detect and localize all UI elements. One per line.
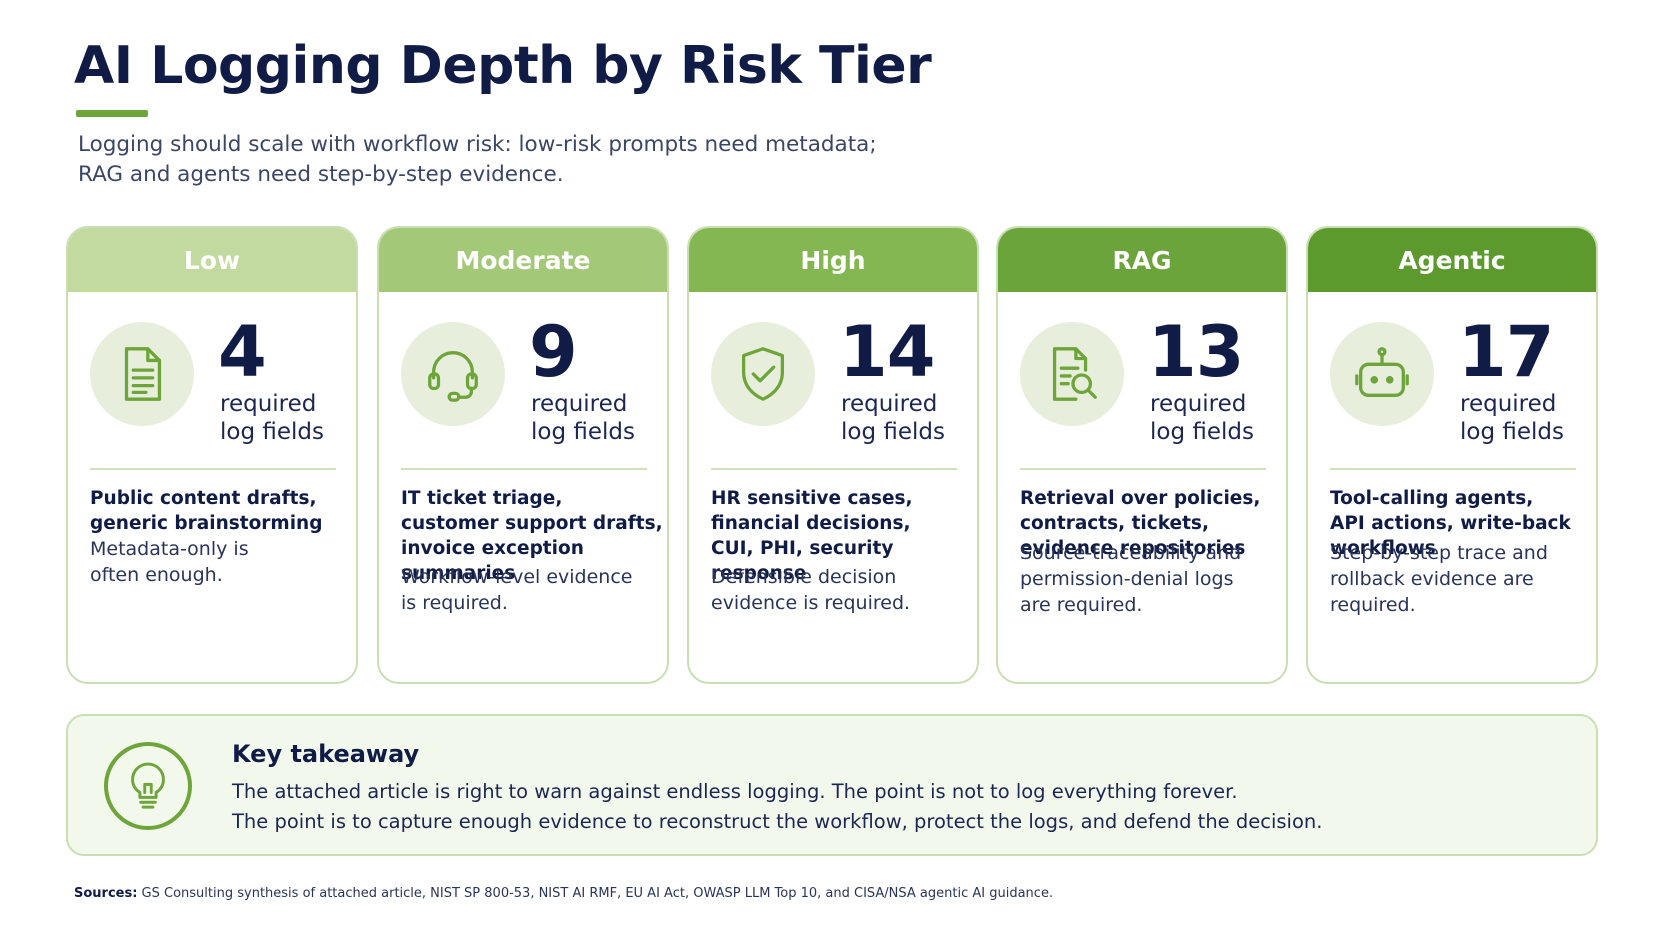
takeaway-line-1: The attached article is right to warn ag… (232, 780, 1238, 803)
tier-header: High (689, 228, 977, 292)
note-line: permission-denial logs (1020, 568, 1234, 590)
use-case-line: IT ticket triage, (401, 488, 563, 509)
document-search-icon (1020, 322, 1124, 426)
required-field-count: 14 (839, 311, 935, 393)
robot-icon (1330, 322, 1434, 426)
use-cases: Retrieval over policies, contracts, tick… (1020, 486, 1282, 561)
tier-header: Moderate (379, 228, 667, 292)
use-case-line: generic brainstorming (90, 513, 323, 534)
subtitle-line-1: Logging should scale with workflow risk:… (78, 132, 877, 157)
required-field-count: 17 (1458, 311, 1554, 393)
tier-header: RAG (998, 228, 1286, 292)
tier-cards: Low 4 required log fields Public content… (66, 226, 1598, 684)
tier-card-rag: RAG 13 required log fields Retrieval ove… (996, 226, 1288, 684)
sources-label: Sources: (74, 886, 138, 901)
count-label-line-1: required (841, 391, 938, 417)
key-takeaway-panel: Key takeaway The attached article is rig… (66, 714, 1598, 856)
use-case-line: summaries (401, 563, 516, 584)
count-label: required log fields (1460, 390, 1564, 446)
tier-card-low: Low 4 required log fields Public content… (66, 226, 358, 684)
use-cases: Public content drafts, generic brainstor… (90, 486, 352, 536)
use-case-line: invoice exception (401, 538, 584, 559)
use-case-line: financial decisions, (711, 513, 911, 534)
document-icon (90, 322, 194, 426)
note-line: is required. (401, 592, 508, 614)
tier-header: Agentic (1308, 228, 1596, 292)
subtitle-line-2: RAG and agents need step-by-step evidenc… (78, 162, 564, 187)
note-line: evidence is required. (711, 592, 911, 614)
note-line: rollback evidence are (1330, 568, 1534, 590)
count-label-line-2: log fields (1150, 419, 1254, 445)
note-line: Defensible decision (711, 566, 897, 588)
card-divider (711, 468, 957, 470)
evidence-note: Defensible decision evidence is required… (711, 564, 961, 616)
note-line: Workflow-level evidence (401, 566, 633, 588)
count-label: required log fields (220, 390, 324, 446)
use-cases: HR sensitive cases, financial decisions,… (711, 486, 973, 586)
card-divider (401, 468, 647, 470)
use-case-line: customer support drafts, (401, 513, 663, 534)
card-divider (90, 468, 336, 470)
evidence-note: Workflow-level evidence is required. (401, 564, 651, 616)
note-line: required. (1330, 594, 1416, 616)
evidence-note: Step-by-step trace and rollback evidence… (1330, 540, 1580, 618)
use-case-line: API actions, write-back (1330, 513, 1571, 534)
tier-header: Low (68, 228, 356, 292)
lightbulb-icon (104, 742, 192, 830)
page-title: AI Logging Depth by Risk Tier (74, 36, 932, 96)
headset-icon (401, 322, 505, 426)
note-line: Metadata-only is (90, 538, 249, 560)
count-label-line-2: log fields (220, 419, 324, 445)
use-case-line: workflows (1330, 538, 1436, 559)
count-label-line-1: required (531, 391, 628, 417)
shield-check-icon (711, 322, 815, 426)
takeaway-title: Key takeaway (232, 740, 420, 768)
title-underline (76, 110, 148, 117)
count-label-line-1: required (1460, 391, 1557, 417)
use-case-line: HR sensitive cases, (711, 488, 913, 509)
use-cases: Tool-calling agents, API actions, write-… (1330, 486, 1592, 561)
count-label-line-2: log fields (841, 419, 945, 445)
count-label-line-1: required (220, 391, 317, 417)
note-line: often enough. (90, 564, 223, 586)
count-label-line-2: log fields (1460, 419, 1564, 445)
use-cases: IT ticket triage, customer support draft… (401, 486, 663, 586)
page-subtitle: Logging should scale with workflow risk:… (78, 130, 978, 190)
count-label: required log fields (1150, 390, 1254, 446)
tier-card-high: High 14 required log fields HR sensitive… (687, 226, 979, 684)
use-case-line: Retrieval over policies, (1020, 488, 1261, 509)
sources-footnote: Sources: GS Consulting synthesis of atta… (74, 886, 1053, 901)
note-line: are required. (1020, 594, 1143, 616)
count-label-line-1: required (1150, 391, 1247, 417)
note-line: Step-by-step trace and (1330, 542, 1548, 564)
evidence-note: Metadata-only is often enough. (90, 536, 340, 588)
tier-card-moderate: Moderate 9 required log fields IT ticket… (377, 226, 669, 684)
sources-text: GS Consulting synthesis of attached arti… (137, 886, 1054, 901)
required-field-count: 4 (218, 311, 267, 393)
takeaway-line-2: The point is to capture enough evidence … (232, 810, 1323, 833)
use-case-line: Public content drafts, (90, 488, 317, 509)
use-case-line: response (711, 563, 807, 584)
note-line: Source-traceability and (1020, 542, 1242, 564)
card-divider (1020, 468, 1266, 470)
tier-card-agentic: Agentic 17 required log fields Tool-call… (1306, 226, 1598, 684)
required-field-count: 9 (529, 311, 578, 393)
use-case-line: evidence repositories (1020, 538, 1246, 559)
evidence-note: Source-traceability and permission-denia… (1020, 540, 1270, 618)
count-label: required log fields (841, 390, 945, 446)
use-case-line: contracts, tickets, (1020, 513, 1209, 534)
use-case-line: CUI, PHI, security (711, 538, 894, 559)
count-label: required log fields (531, 390, 635, 446)
use-case-line: Tool-calling agents, (1330, 488, 1534, 509)
card-divider (1330, 468, 1576, 470)
count-label-line-2: log fields (531, 419, 635, 445)
required-field-count: 13 (1148, 311, 1244, 393)
